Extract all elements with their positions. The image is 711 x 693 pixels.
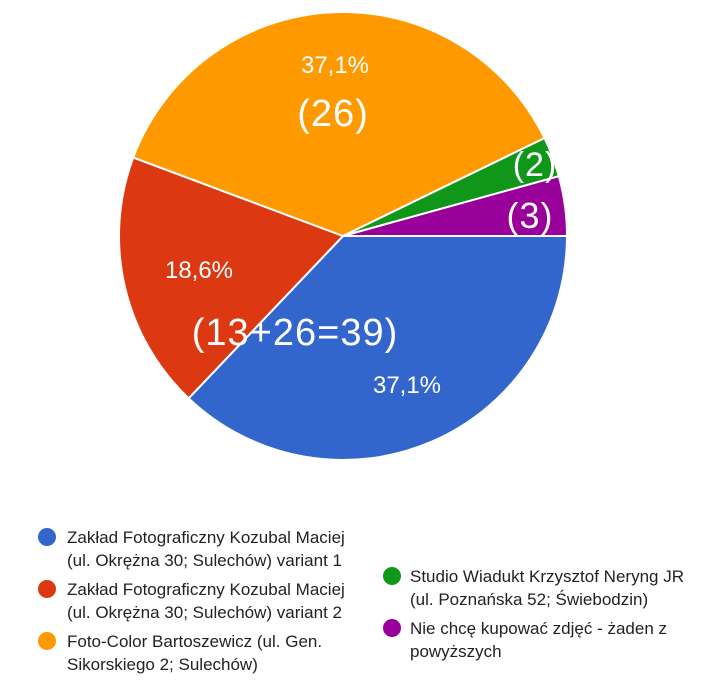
count-label-none: (3) [507, 195, 554, 236]
legend-item-foto-color[interactable]: Foto-Color Bartoszewicz (ul. Gen. Sikors… [38, 632, 322, 674]
legend-label-line: Nie chcę kupować zdjęć - żaden z [410, 619, 667, 638]
legend-swatch [383, 567, 401, 585]
legend-label-line: (ul. Okrężna 30; Sulechów) variant 1 [67, 551, 342, 570]
count-label-studio-wiadukt: (2) [513, 146, 558, 184]
legend-label-line: Zakład Fotograficzny Kozubal Maciej [67, 580, 345, 599]
legend-label-line: Zakład Fotograficzny Kozubal Maciej [67, 528, 345, 547]
legend-label-line: Foto-Color Bartoszewicz (ul. Gen. [67, 632, 322, 651]
legend-label-line: Studio Wiadukt Krzysztof Neryng JR [410, 567, 684, 586]
pct-label-kozubal-v1: 37,1% [373, 372, 441, 399]
slice-kozubal-v1[interactable] [187, 235, 569, 461]
slice-foto-color[interactable] [131, 11, 546, 238]
legend-item-kozubal-v2[interactable]: Zakład Fotograficzny Kozubal Maciej (ul.… [38, 580, 345, 622]
legend-swatch [383, 619, 401, 637]
legend-label-line: (ul. Poznańska 52; Świebodzin) [410, 590, 648, 609]
legend-swatch [38, 632, 56, 650]
legend-item-none[interactable]: Nie chcę kupować zdjęć - żaden z powyższ… [383, 619, 667, 661]
pct-label-kozubal-v2: 18,6% [165, 257, 233, 284]
legend-swatch [38, 580, 56, 598]
slice-none[interactable] [342, 174, 569, 237]
pct-label-foto-color: 37,1% [301, 52, 369, 79]
pie-slices [118, 11, 569, 461]
legend-label-line: (ul. Okrężna 30; Sulechów) variant 2 [67, 603, 342, 622]
annotation-sum: (13+26=39) [192, 312, 399, 354]
legend-swatch [38, 528, 56, 546]
legend: Zakład Fotograficzny Kozubal Maciej (ul.… [38, 528, 684, 674]
slice-kozubal-v2[interactable] [118, 156, 345, 400]
legend-label-line: powyższych [410, 642, 502, 661]
count-label-foto-color: (26) [297, 93, 369, 135]
legend-label-line: Sikorskiego 2; Sulechów) [67, 655, 258, 674]
legend-item-kozubal-v1[interactable]: Zakład Fotograficzny Kozubal Maciej (ul.… [38, 528, 345, 570]
legend-item-studio-wiadukt[interactable]: Studio Wiadukt Krzysztof Neryng JR (ul. … [383, 567, 684, 609]
